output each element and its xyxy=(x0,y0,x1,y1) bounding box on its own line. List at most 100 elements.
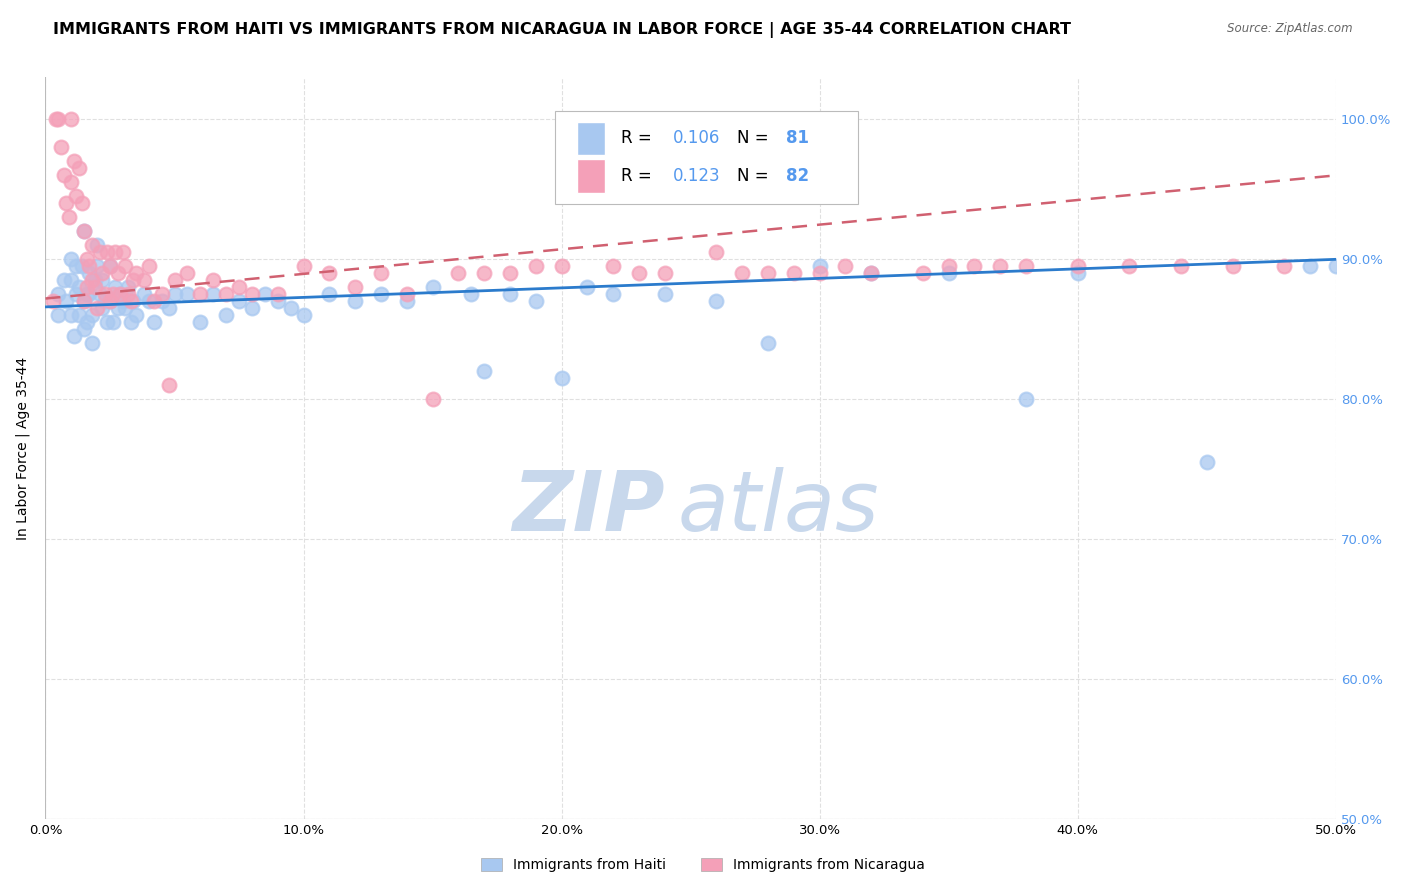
Point xyxy=(117,280,139,294)
Point xyxy=(150,287,173,301)
Point xyxy=(120,315,142,329)
Point xyxy=(114,301,136,316)
Point xyxy=(215,287,238,301)
Point xyxy=(63,154,86,169)
Text: R =: R = xyxy=(621,167,657,185)
Point xyxy=(860,266,883,280)
Point xyxy=(80,336,103,351)
Point xyxy=(188,315,211,329)
Point xyxy=(834,260,856,274)
Point xyxy=(1324,260,1347,274)
Point xyxy=(96,245,118,260)
Point xyxy=(89,245,111,260)
Point xyxy=(654,266,676,280)
Point xyxy=(107,266,129,280)
Point xyxy=(125,266,148,280)
Point xyxy=(98,294,121,309)
Point xyxy=(111,294,134,309)
Point xyxy=(73,224,96,238)
Point xyxy=(104,280,127,294)
Point xyxy=(60,175,83,189)
Point xyxy=(318,287,340,301)
Point xyxy=(73,294,96,309)
Point xyxy=(48,308,70,322)
Point xyxy=(67,280,90,294)
Point xyxy=(280,301,302,316)
Point xyxy=(52,169,75,183)
Point xyxy=(1222,260,1244,274)
Point xyxy=(98,260,121,274)
Point xyxy=(706,245,728,260)
Point xyxy=(117,287,139,301)
Point xyxy=(938,266,960,280)
Point xyxy=(132,287,155,301)
Point xyxy=(706,294,728,309)
Point xyxy=(94,287,117,301)
Point xyxy=(86,301,108,316)
Text: 81: 81 xyxy=(786,129,808,147)
Point xyxy=(94,294,117,309)
Point xyxy=(48,287,70,301)
Point xyxy=(101,287,124,301)
Point xyxy=(91,266,114,280)
Point xyxy=(524,260,547,274)
Point xyxy=(344,280,367,294)
Point xyxy=(80,308,103,322)
Point xyxy=(65,260,87,274)
Y-axis label: In Labor Force | Age 35-44: In Labor Force | Age 35-44 xyxy=(15,357,30,540)
Text: 82: 82 xyxy=(786,167,810,185)
Point xyxy=(76,315,98,329)
Point xyxy=(292,260,315,274)
Point xyxy=(79,287,101,301)
Point xyxy=(60,252,83,267)
Point xyxy=(110,287,132,301)
Point xyxy=(98,294,121,309)
Point xyxy=(120,294,142,309)
Text: Source: ZipAtlas.com: Source: ZipAtlas.com xyxy=(1227,22,1353,36)
Point xyxy=(988,260,1011,274)
Point xyxy=(157,378,180,392)
Point xyxy=(80,238,103,252)
Point xyxy=(602,287,624,301)
Point xyxy=(163,287,186,301)
Point xyxy=(215,308,238,322)
Point xyxy=(395,294,418,309)
Point xyxy=(101,315,124,329)
Point xyxy=(125,308,148,322)
Point xyxy=(79,260,101,274)
Point xyxy=(96,315,118,329)
Point xyxy=(253,287,276,301)
Point xyxy=(524,294,547,309)
Text: N =: N = xyxy=(737,129,773,147)
Point xyxy=(114,260,136,274)
Point xyxy=(67,161,90,176)
Point xyxy=(240,287,263,301)
Point xyxy=(627,266,650,280)
Point xyxy=(89,287,111,301)
Point xyxy=(142,315,165,329)
Point xyxy=(202,273,225,287)
Point xyxy=(808,266,831,280)
Point xyxy=(808,260,831,274)
Point xyxy=(73,322,96,336)
Point xyxy=(654,287,676,301)
Point xyxy=(550,371,572,385)
Point xyxy=(292,308,315,322)
Text: 0.106: 0.106 xyxy=(672,129,720,147)
Point xyxy=(1067,260,1090,274)
Point xyxy=(67,308,90,322)
Text: atlas: atlas xyxy=(678,467,879,548)
Point xyxy=(86,238,108,252)
Point xyxy=(60,308,83,322)
FancyBboxPatch shape xyxy=(576,160,606,193)
Point xyxy=(55,294,77,309)
Point xyxy=(98,260,121,274)
Point xyxy=(157,301,180,316)
Point xyxy=(176,287,198,301)
Point xyxy=(267,294,290,309)
Point xyxy=(110,287,132,301)
Point xyxy=(70,196,93,211)
Point xyxy=(86,260,108,274)
Point xyxy=(76,252,98,267)
Point xyxy=(79,266,101,280)
